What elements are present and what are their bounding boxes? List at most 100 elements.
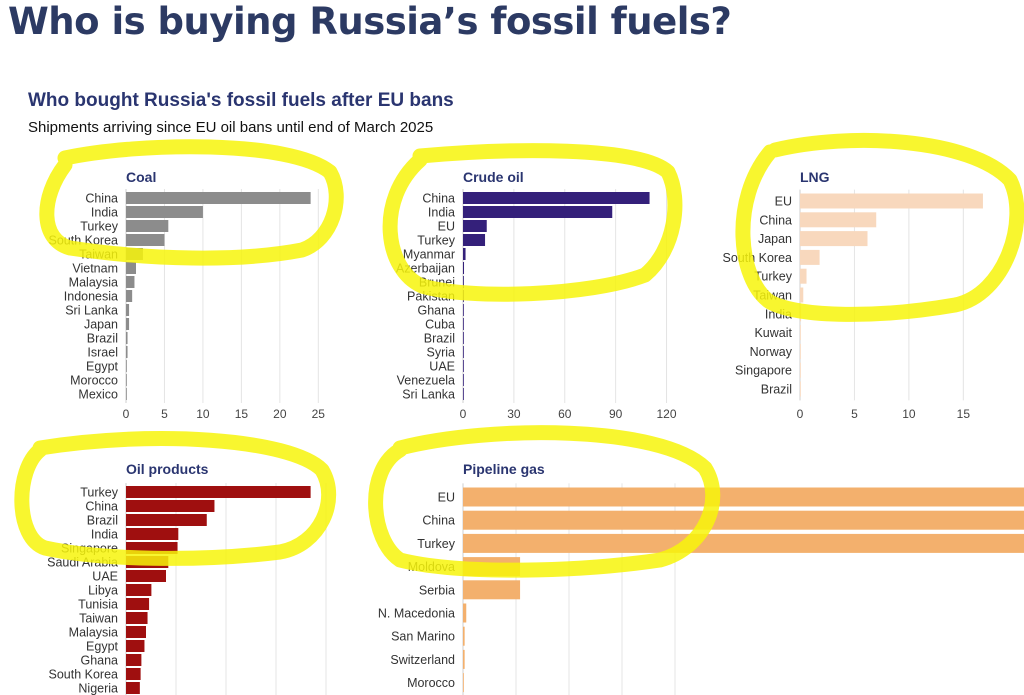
category-label-sri-lanka: Sri Lanka (65, 304, 118, 318)
bar-turkey (126, 486, 311, 498)
bar-morocco (126, 374, 127, 386)
category-label-india: India (91, 206, 118, 220)
category-label-india: India (428, 206, 455, 220)
figure-title: Who bought Russia's fossil fuels after E… (28, 90, 454, 111)
x-tick-label: 20 (273, 407, 287, 421)
bar-egypt (126, 640, 145, 652)
bar-malaysia (126, 626, 146, 638)
chart-panel-crude-oil: Crude oilChinaIndiaEUTurkeyMyanmarAzerba… (382, 143, 683, 421)
category-label-syria: Syria (427, 346, 456, 360)
category-label-myanmar: Myanmar (403, 248, 455, 262)
category-label-indonesia: Indonesia (64, 290, 118, 304)
bar-brunei (463, 276, 464, 288)
category-label-brazil: Brazil (87, 332, 118, 346)
category-label-turkey: Turkey (754, 270, 792, 284)
x-tick-label: 0 (460, 407, 467, 421)
bar-japan (800, 231, 868, 247)
category-label-india: India (91, 528, 118, 542)
bar-china (463, 192, 650, 204)
x-tick-label: 120 (657, 407, 677, 421)
panel-title: Crude oil (463, 169, 524, 185)
x-tick-label: 10 (902, 407, 916, 421)
bar-tunisia (126, 598, 150, 610)
bar-israel (126, 346, 128, 358)
category-label-uae: UAE (92, 570, 118, 584)
category-label-egypt: Egypt (86, 640, 118, 654)
category-label-serbia: Serbia (419, 583, 455, 597)
category-label-morocco: Morocco (70, 374, 118, 388)
highlight-annotation (368, 425, 721, 578)
bar-venezuela (463, 374, 464, 386)
category-label-china: China (85, 192, 118, 206)
bar-eu (800, 193, 983, 209)
category-label-china: China (422, 514, 455, 528)
bar-cuba (463, 318, 464, 330)
category-label-japan: Japan (758, 232, 792, 246)
figure-subtitle: Shipments arriving since EU oil bans unt… (28, 119, 434, 136)
category-label-south-korea: South Korea (723, 251, 793, 265)
x-tick-label: 25 (312, 407, 326, 421)
bar-uae (126, 570, 166, 582)
category-label-vietnam: Vietnam (72, 262, 118, 276)
category-label-kuwait: Kuwait (754, 326, 792, 340)
bar-india (126, 206, 203, 218)
highlight-annotation (39, 139, 344, 266)
category-label-norway: Norway (750, 345, 793, 359)
panel-title: Oil products (126, 461, 209, 477)
category-label-turkey: Turkey (80, 486, 118, 500)
bar-taiwan (126, 612, 148, 624)
bar-indonesia (126, 290, 133, 302)
category-label-eu: EU (438, 491, 455, 505)
category-label-china: China (759, 213, 792, 227)
category-label-brazil: Brazil (87, 514, 118, 528)
bar-turkey (800, 268, 807, 284)
category-label-turkey: Turkey (80, 220, 118, 234)
bar-south-korea (126, 668, 141, 680)
category-label-san-marino: San Marino (391, 630, 455, 644)
category-label-libya: Libya (88, 584, 118, 598)
bar-south-korea (126, 234, 165, 246)
bar-san-marino (463, 626, 465, 646)
panel-title: LNG (800, 169, 830, 185)
category-label-morocco: Morocco (407, 676, 455, 690)
chart-panel-oil-products: Oil productsTurkeyChinaBrazilIndiaSingap… (14, 431, 337, 695)
category-label-taiwan: Taiwan (79, 612, 118, 626)
bar-ghana (463, 304, 464, 316)
category-label-eu: EU (438, 220, 455, 234)
chart-panel-pipeline-gas: Pipeline gasEUChinaTurkeyMoldovaSerbiaN.… (368, 425, 1024, 695)
category-label-mexico: Mexico (78, 388, 118, 402)
x-tick-label: 90 (609, 407, 623, 421)
highlight-annotation (382, 143, 683, 302)
bar-singapore (800, 362, 801, 378)
bar-uae (463, 360, 464, 372)
x-tick-label: 5 (161, 407, 168, 421)
bar-ghana (126, 654, 142, 666)
x-tick-label: 30 (507, 407, 521, 421)
x-tick-label: 5 (851, 407, 858, 421)
category-label-nigeria: Nigeria (78, 682, 118, 695)
bar-serbia (463, 580, 521, 600)
category-label-venezuela: Venezuela (397, 374, 455, 388)
category-label-china: China (422, 192, 455, 206)
bar-india (126, 528, 179, 540)
category-label-singapore: Singapore (735, 364, 792, 378)
bar-japan (126, 318, 130, 330)
bar-china (463, 510, 1024, 530)
category-label-china: China (85, 500, 118, 514)
category-label-n-macedonia: N. Macedonia (378, 607, 455, 621)
bar-china (126, 500, 215, 512)
bar-china (126, 192, 311, 204)
bar-india (463, 206, 613, 218)
x-tick-label: 10 (196, 407, 210, 421)
category-label-turkey: Turkey (417, 537, 455, 551)
bar-brazil (800, 381, 801, 397)
bar-nigeria (126, 682, 140, 694)
panel-title: Coal (126, 169, 156, 185)
x-tick-label: 15 (957, 407, 971, 421)
category-label-israel: Israel (87, 346, 118, 360)
category-label-brazil: Brazil (761, 383, 792, 397)
page-title: Who is buying Russia’s fossil fuels? (8, 0, 732, 43)
panel-title: Pipeline gas (463, 461, 545, 477)
